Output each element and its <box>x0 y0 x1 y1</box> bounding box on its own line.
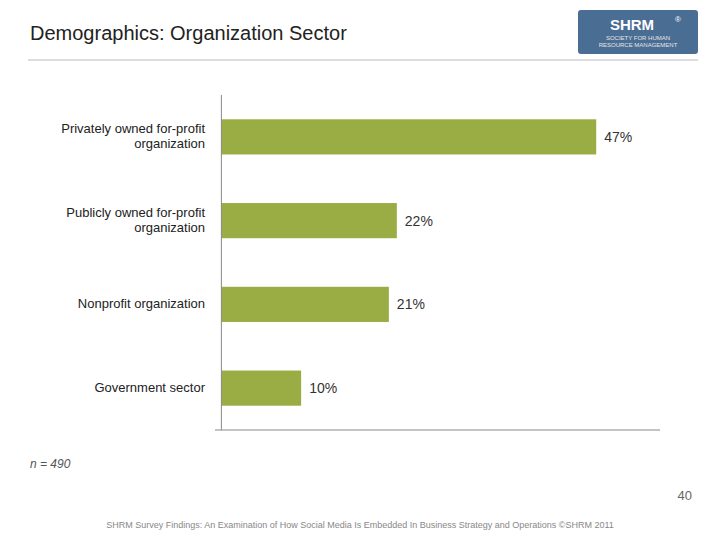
bar <box>221 203 396 238</box>
category-label: Publicly owned for-profitorganization <box>66 205 205 235</box>
title-rule <box>28 60 698 61</box>
logo-mark: ® <box>675 15 681 24</box>
logo-text: SHRM <box>610 16 654 33</box>
bar <box>221 371 301 406</box>
category-label: Nonprofit organization <box>78 296 205 311</box>
baseline <box>221 95 222 430</box>
data-label: 21% <box>397 296 425 312</box>
logo: SHRM ® SOCIETY FOR HUMANRESOURCE MANAGEMEN… <box>578 10 698 54</box>
page-number: 40 <box>678 488 692 503</box>
footnote: n = 490 <box>30 457 71 471</box>
category-label: Government sector <box>94 380 205 395</box>
x-axis-line <box>215 430 660 431</box>
background <box>0 0 720 540</box>
logo-box <box>578 10 698 54</box>
data-label: 10% <box>309 380 337 396</box>
bars <box>221 119 596 405</box>
chart: Demographics: Organization Sector SHRM ® SO… <box>0 0 720 540</box>
logo-subtitle: SOCIETY FOR HUMANRESOURCE MANAGEMENT <box>599 35 678 48</box>
category-label: Privately owned for-profitorganization <box>61 121 205 151</box>
data-label: 47% <box>604 129 632 145</box>
title: Demographics: Organization Sector <box>30 22 347 44</box>
bottom-text: SHRM Survey Findings: An Examination of … <box>106 520 614 530</box>
bar <box>221 287 388 322</box>
bar <box>221 119 596 154</box>
data-label: 22% <box>405 213 433 229</box>
